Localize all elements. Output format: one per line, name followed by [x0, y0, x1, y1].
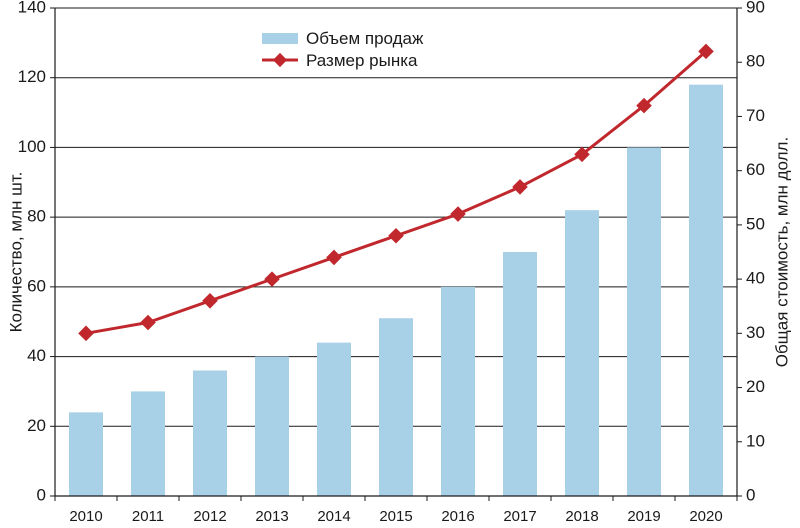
bar-2015 — [379, 318, 413, 496]
legend-bar-swatch — [262, 33, 298, 44]
x-tick-label: 2016 — [441, 508, 474, 525]
left-tick-label: 140 — [18, 0, 46, 16]
right-tick-label: 20 — [746, 377, 765, 396]
line-marker-2010 — [78, 325, 94, 342]
bar-series — [69, 84, 723, 496]
bar-2010 — [69, 412, 103, 496]
bar-2013 — [255, 356, 289, 496]
x-tick-label: 2017 — [503, 508, 536, 525]
right-tick-label: 40 — [746, 269, 765, 288]
bar-2011 — [131, 391, 165, 496]
line-marker-2012 — [202, 293, 218, 309]
right-tick-label: 10 — [746, 431, 765, 450]
line-marker-2011 — [140, 314, 156, 331]
x-tick-label: 2019 — [627, 508, 660, 525]
bar-2016 — [441, 286, 475, 496]
line-marker-2014 — [326, 249, 342, 266]
left-tick-label: 40 — [27, 346, 46, 365]
left-tick-label: 20 — [27, 416, 46, 435]
right-tick-label: 30 — [746, 323, 765, 342]
bar-2019 — [627, 147, 661, 496]
right-tick-label: 50 — [746, 214, 765, 233]
x-tick-label: 2015 — [379, 508, 412, 525]
axes — [50, 7, 742, 501]
x-tick-label: 2010 — [69, 508, 102, 525]
right-tick-label: 90 — [746, 0, 765, 16]
bar-2018 — [565, 210, 599, 496]
line-marker-2013 — [264, 271, 280, 287]
bar-2020 — [689, 84, 723, 496]
right-axis-ticks: 0 10 20 30 40 50 60 70 80 90 — [746, 0, 765, 504]
left-tick-label: 100 — [18, 137, 46, 156]
line-marker-2016 — [450, 206, 466, 222]
bar-2012 — [193, 370, 227, 496]
left-axis-ticks: 0 20 40 60 80 100 120 140 — [18, 0, 46, 504]
x-tick-label: 2020 — [689, 508, 722, 525]
bar-2017 — [503, 252, 537, 496]
x-tick-label: 2011 — [132, 508, 164, 525]
left-tick-label: 80 — [27, 207, 46, 226]
x-tick-label: 2012 — [193, 508, 226, 525]
x-tick-label: 2014 — [317, 508, 350, 525]
gridlines — [55, 7, 737, 427]
left-axis-label: Количество, млн шт. — [6, 172, 25, 333]
right-tick-label: 70 — [746, 106, 765, 125]
right-tick-label: 80 — [746, 52, 765, 71]
left-tick-label: 120 — [18, 67, 46, 86]
line-marker-2018 — [574, 146, 590, 163]
left-tick-label: 60 — [27, 276, 46, 295]
right-tick-label: 0 — [746, 485, 755, 504]
left-tick-label: 0 — [37, 485, 46, 504]
bar-2014 — [317, 342, 351, 496]
right-axis-label: Общая стоимость, млн долл. — [772, 137, 791, 367]
line-series — [78, 43, 714, 342]
legend-line-marker — [272, 52, 288, 68]
right-tick-label: 60 — [746, 160, 765, 179]
legend-line-label: Размер рынка — [306, 51, 418, 70]
legend-bar-label: Объем продаж — [306, 29, 424, 48]
x-tick-label: 2013 — [255, 508, 288, 525]
x-tick-label: 2018 — [565, 508, 598, 525]
legend: Объем продаж Размер рынка — [262, 29, 424, 70]
x-axis-ticks: 2010 2011 2012 2013 2014 2015 2016 2017 2018 2019… — [69, 508, 722, 525]
line-marker-2015 — [388, 227, 404, 244]
line-marker-2017 — [512, 179, 528, 195]
line-path — [85, 50, 707, 335]
